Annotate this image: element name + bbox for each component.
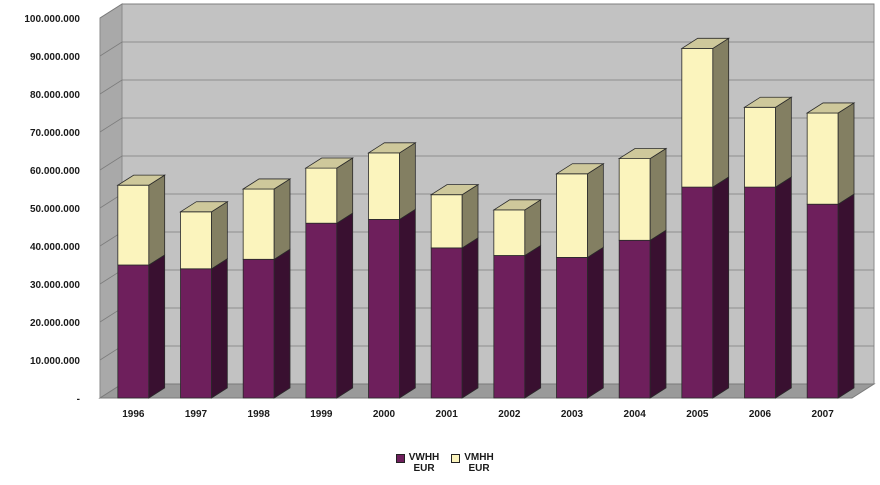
bar-segment-front bbox=[242, 188, 275, 260]
y-tick-label: 90.000.000 bbox=[30, 52, 80, 63]
x-tick-label: 1998 bbox=[248, 409, 271, 420]
bar-top bbox=[304, 157, 355, 169]
legend-item-vmhh: VMHH EUR bbox=[451, 452, 496, 474]
legend-label-vmhh-line1: VMHH bbox=[464, 452, 494, 463]
gridline bbox=[99, 41, 874, 57]
chart-floor bbox=[98, 383, 876, 399]
bar-segment-front bbox=[180, 211, 212, 270]
bar-segment-front bbox=[681, 186, 714, 399]
bar-segment-front bbox=[368, 152, 400, 220]
bar-segment-front bbox=[493, 255, 526, 399]
bar-top bbox=[555, 163, 605, 175]
chart-legend: VWHH EUR VMHH EUR bbox=[396, 452, 496, 474]
bar-segment-side bbox=[273, 178, 291, 261]
bar-top bbox=[680, 37, 731, 49]
bar-segment-front bbox=[556, 173, 588, 258]
legend-item-vwhh: VWHH EUR bbox=[396, 452, 441, 474]
x-tick-label: 2003 bbox=[561, 409, 584, 420]
bar-segment-side bbox=[399, 208, 416, 399]
bar-segment-front bbox=[117, 184, 150, 266]
legend-label-vwhh-line1: VWHH bbox=[408, 452, 440, 463]
bar-segment-front bbox=[430, 247, 463, 399]
bar-segment-side bbox=[587, 246, 604, 399]
y-tick-label: - bbox=[77, 394, 80, 405]
bar-segment-side bbox=[399, 142, 416, 221]
x-tick-label: 2001 bbox=[436, 409, 459, 420]
x-tick-label: 2004 bbox=[624, 409, 647, 420]
bar-segment-side bbox=[837, 193, 855, 399]
bar-segment-front bbox=[242, 258, 275, 399]
x-tick-label: 1997 bbox=[185, 409, 208, 420]
y-tick-label: 50.000.000 bbox=[30, 204, 80, 215]
bar-segment-side bbox=[461, 237, 479, 399]
legend-label-vmhh-line2: EUR bbox=[468, 463, 490, 474]
bar-segment-front bbox=[180, 268, 212, 399]
y-tick-label: 20.000.000 bbox=[30, 318, 80, 329]
x-tick-label: 1999 bbox=[310, 409, 333, 420]
legend-swatch-vmhh bbox=[451, 454, 460, 463]
bar-top bbox=[241, 178, 292, 190]
bar-segment-front bbox=[556, 256, 588, 399]
bar-top bbox=[429, 184, 480, 196]
y-tick-label: 80.000.000 bbox=[30, 90, 80, 101]
bar-top bbox=[179, 201, 229, 213]
x-tick-label: 2006 bbox=[749, 409, 772, 420]
x-tick-label: 1996 bbox=[122, 409, 145, 420]
bar-segment-side bbox=[837, 102, 855, 205]
bar-top bbox=[743, 96, 793, 108]
y-tick-label: 30.000.000 bbox=[30, 280, 80, 291]
bar-segment-front bbox=[493, 209, 526, 256]
bar-segment-front bbox=[618, 158, 651, 241]
legend-label-vwhh-line2: EUR bbox=[413, 463, 435, 474]
y-tick-label: 60.000.000 bbox=[30, 166, 80, 177]
bar-segment-side bbox=[461, 183, 479, 249]
bar-segment-front bbox=[806, 203, 839, 399]
bar-top bbox=[805, 102, 856, 114]
x-tick-label: 2000 bbox=[373, 409, 396, 420]
bar-segment-front bbox=[681, 48, 714, 188]
bar-segment-front bbox=[618, 239, 651, 399]
gridline bbox=[99, 117, 874, 133]
bar-segment-side bbox=[211, 257, 228, 399]
bar-segment-front bbox=[368, 218, 400, 399]
y-tick-label: 70.000.000 bbox=[30, 128, 80, 139]
bar-segment-side bbox=[336, 157, 354, 224]
bar-top bbox=[492, 199, 543, 211]
bar-top bbox=[367, 142, 417, 154]
bar-segment-side bbox=[524, 244, 542, 399]
y-tick-label: 10.000.000 bbox=[30, 356, 80, 367]
bar-segment-side bbox=[148, 174, 166, 266]
x-tick-label: 2002 bbox=[498, 409, 521, 420]
bar-segment-side bbox=[211, 200, 228, 270]
y-tick-label: 40.000.000 bbox=[30, 242, 80, 253]
bar-segment-side bbox=[775, 176, 792, 399]
bar-segment-front bbox=[305, 167, 338, 224]
bar-top bbox=[116, 174, 167, 186]
x-tick-label: 2005 bbox=[686, 409, 709, 420]
bar-segment-side bbox=[649, 147, 667, 242]
bar-segment-side bbox=[712, 176, 730, 399]
gridline bbox=[99, 79, 874, 95]
bar-segment-side bbox=[587, 162, 604, 259]
y-tick-label: 100.000.000 bbox=[24, 14, 80, 25]
bar-segment-side bbox=[649, 229, 667, 399]
bar-segment-front bbox=[430, 194, 463, 249]
bar-segment-front bbox=[744, 106, 776, 188]
bar-segment-front bbox=[305, 222, 338, 399]
bar-segment-side bbox=[148, 254, 166, 399]
bar-segment-front bbox=[744, 186, 776, 399]
x-tick-label: 2007 bbox=[812, 409, 835, 420]
bar-segment-side bbox=[273, 248, 291, 399]
bar-segment-side bbox=[775, 96, 792, 188]
bar-top bbox=[617, 148, 668, 160]
bar-segment-front bbox=[117, 264, 150, 399]
bar-segment-front bbox=[806, 112, 839, 205]
bar-segment-side bbox=[712, 37, 730, 188]
gridline bbox=[99, 3, 874, 19]
legend-swatch-vwhh bbox=[396, 454, 405, 463]
bar-segment-side bbox=[336, 212, 354, 399]
